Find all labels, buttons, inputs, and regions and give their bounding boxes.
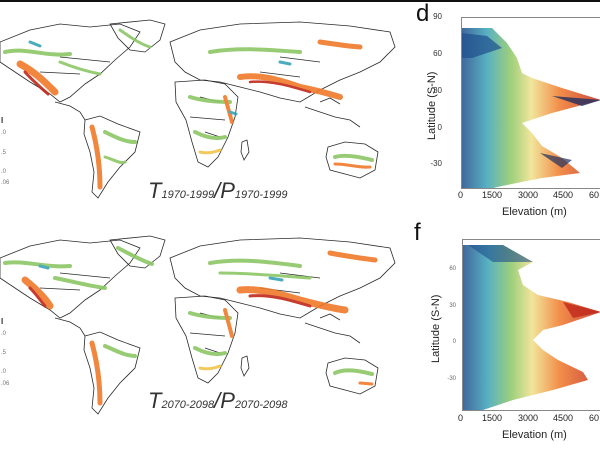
panel-letter-f: f — [414, 219, 421, 246]
world-map-historical — [0, 19, 396, 199]
colorbar-tick: .5 — [1, 150, 7, 156]
caption-separator: / — [214, 178, 221, 203]
plot-area-d — [461, 17, 600, 193]
map-caption-future: T2070-2098/P2070-2098 — [148, 388, 287, 414]
colorbar-tick: .0 — [1, 169, 7, 175]
x-tick: 4500 — [553, 190, 574, 200]
y-tick: 90 — [433, 12, 442, 21]
x-tick: 60 — [589, 190, 600, 200]
y-tick: 30 — [449, 303, 456, 309]
caption-t-period: 2070-2098 — [161, 399, 215, 411]
colorbar-header: I — [1, 116, 4, 125]
plot-area-f — [462, 239, 600, 411]
colorbar-tick: .0 — [1, 369, 7, 375]
y-tick: -30 — [430, 159, 442, 168]
figure-top-border — [0, 0, 600, 2]
panel-f-scatter: f Latitude (S-N) 60 30 0 -30 0 1500 3000… — [400, 221, 600, 450]
x-tick: 4500 — [553, 413, 574, 423]
scatter-cloud-d — [462, 28, 600, 193]
panel-d-scatter: d Latitude (S-N) 90 60 30 0 -30 0 1500 3 — [400, 0, 600, 225]
x-tick: 0 — [458, 190, 464, 200]
x-tick: 1500 — [482, 413, 503, 423]
y-tick: 60 — [433, 49, 442, 58]
map-future: I .0 .5 .0 .06 T2070-2098/P2070-2098 — [0, 218, 400, 423]
x-tick: 0 — [458, 413, 464, 423]
panel-letter-d: d — [416, 0, 430, 27]
map-historical: I .0 .5 .0 .06 T1970-1999/P1970-1999 — [0, 2, 400, 207]
scatter-cloud-f — [463, 245, 600, 410]
colorbar-tick: .0 — [1, 331, 7, 337]
caption-t: T — [148, 388, 162, 413]
caption-p-period: 2070-2098 — [234, 399, 288, 411]
y-tick: 30 — [433, 86, 442, 95]
caption-p: P — [220, 388, 235, 413]
x-tick: 60 — [589, 413, 600, 423]
colorbar-ticks-future: I .0 .5 .0 .06 — [0, 317, 14, 387]
world-map-future — [0, 235, 396, 415]
caption-p: P — [220, 178, 235, 203]
x-tick: 3000 — [518, 190, 539, 200]
y-tick: 60 — [449, 266, 456, 272]
map-caption-historical: T1970-1999/P1970-1999 — [148, 178, 287, 204]
caption-separator: / — [214, 388, 221, 413]
colorbar-header: I — [1, 317, 4, 326]
colorbar-tick: .06 — [1, 180, 10, 186]
x-tick: 1500 — [482, 190, 503, 200]
caption-t-period: 1970-1999 — [161, 189, 215, 201]
colorbar-tick: .0 — [1, 130, 7, 136]
caption-t: T — [148, 178, 162, 203]
caption-p-period: 1970-1999 — [234, 189, 288, 201]
x-axis-label: Elevation (m) — [502, 206, 567, 218]
colorbar-tick: .5 — [1, 350, 7, 356]
colorbar-ticks-historical: I .0 .5 .0 .06 — [0, 116, 14, 186]
x-axis-label: Elevation (m) — [502, 429, 567, 441]
x-tick: 3000 — [518, 413, 539, 423]
y-tick: -30 — [447, 376, 456, 382]
colorbar-tick: .06 — [1, 381, 10, 387]
y-tick: 0 — [452, 339, 456, 345]
y-tick: 0 — [437, 123, 442, 132]
